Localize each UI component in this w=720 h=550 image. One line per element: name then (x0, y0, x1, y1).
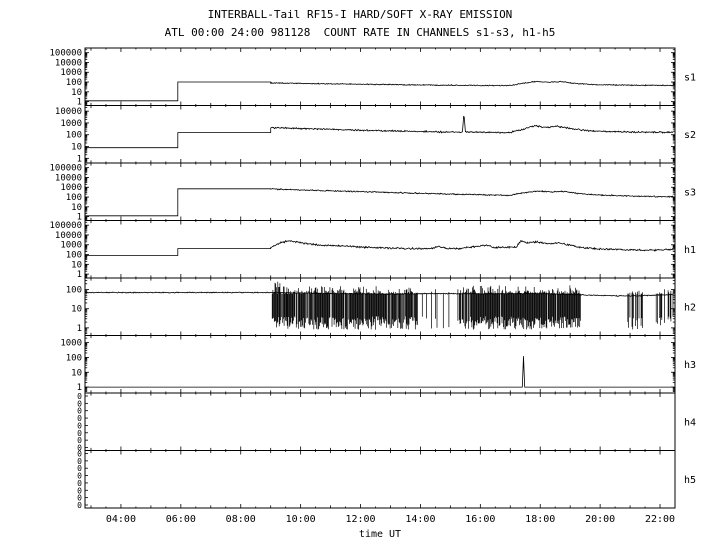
y-tick-label: 10 (71, 203, 82, 213)
y-tick-label: 100 (66, 251, 82, 261)
panel-label-h3: h3 (684, 360, 696, 371)
panel-h3: 1 10 100 1000 h3 (60, 335, 696, 394)
trace-s3 (85, 188, 674, 217)
panel-frame-s2 (84, 105, 676, 164)
y-tick-label: 1 (77, 383, 82, 393)
x-tick-label: 06:00 (166, 514, 196, 525)
y-tick-label: 100000 (49, 49, 82, 59)
panel-label-s3: s3 (684, 187, 696, 198)
panel-label-h4: h4 (684, 417, 696, 428)
trace-s1 (85, 80, 674, 102)
panel-frame-h4 (84, 392, 676, 451)
y-tick-label: 0 (77, 414, 82, 423)
x-tick-label: 16:00 (465, 514, 495, 525)
trace-s2 (85, 115, 674, 149)
panel-label-s1: s1 (684, 72, 696, 83)
y-tick-label: 0 (77, 392, 82, 401)
panel-frame-h1 (84, 220, 676, 279)
x-tick-label: 10:00 (286, 514, 316, 525)
y-tick-label: 0 (77, 464, 82, 473)
y-tick-label: 0 (77, 457, 82, 466)
panel-frame-h5 (84, 450, 676, 509)
y-tick-label: 0 (77, 501, 82, 510)
x-tick-label: 12:00 (345, 514, 375, 525)
x-tick-label: 08:00 (226, 514, 256, 525)
y-tick-label: 1000 (60, 241, 82, 251)
y-tick-label: 10 (71, 143, 82, 153)
y-tick-label: 0 (77, 407, 82, 416)
y-tick-label: 1 (77, 213, 82, 223)
x-tick-label: 22:00 (645, 514, 675, 525)
y-tick-label: 0 (77, 429, 82, 438)
x-tick-label: 18:00 (525, 514, 555, 525)
y-tick-label: 10 (71, 260, 82, 270)
y-tick-label: 1000 (60, 68, 82, 78)
y-tick-label: 1 (77, 98, 82, 108)
y-tick-label: 10 (71, 305, 82, 315)
y-tick-label: 0 (77, 494, 82, 503)
plot-svg: 110100100010000100000s1110100100010000s2… (49, 47, 696, 540)
panel-h2: 1 10 100 h2 (66, 277, 696, 336)
y-tick-label: 1000 (60, 183, 82, 193)
chart-subtitle: ATL 00:00 24:00 981128 COUNT RATE IN CHA… (164, 26, 556, 39)
panel-label-h5: h5 (684, 475, 696, 486)
y-tick-label: 10000 (55, 173, 82, 183)
y-tick-label: 1 (77, 324, 82, 334)
panel-label-s2: s2 (684, 130, 696, 141)
y-tick-label: 1 (77, 270, 82, 280)
y-tick-label: 0 (77, 399, 82, 408)
y-tick-label: 100000 (49, 164, 82, 174)
panel-s2: 110 100 1000 10000 s2 (55, 105, 696, 164)
y-tick-label: 10000 (55, 58, 82, 68)
y-tick-label: 100 (66, 286, 82, 296)
y-tick-label: 10000 (55, 107, 82, 117)
trace-h3 (85, 356, 674, 388)
y-tick-label: 0 (77, 472, 82, 481)
y-tick-label: 1000 (60, 339, 82, 349)
panel-label-h2: h2 (684, 302, 696, 313)
y-tick-label: 10000 (55, 231, 82, 241)
x-tick-label: 20:00 (585, 514, 615, 525)
y-tick-label: 0 (77, 486, 82, 495)
panel-label-h1: h1 (684, 245, 696, 256)
y-tick-label: 100000 (49, 221, 82, 231)
y-tick-label: 100 (66, 353, 82, 363)
y-tick-label: 10 (71, 368, 82, 378)
y-tick-label: 100 (66, 78, 82, 88)
trace-h1 (85, 239, 674, 256)
y-tick-label: 0 (77, 436, 82, 445)
x-axis-title: time UT (359, 529, 401, 540)
panel-frame-s1 (84, 47, 676, 106)
y-tick-label: 100 (66, 193, 82, 203)
y-tick-label: 0 (77, 444, 82, 453)
chart-title: INTERBALL-Tail RF15-I HARD/SOFT X-RAY EM… (207, 8, 513, 21)
y-tick-label: 0 (77, 450, 82, 459)
x-tick-label: 04:00 (106, 514, 136, 525)
y-tick-label: 10 (71, 88, 82, 98)
y-tick-label: 100 (66, 131, 82, 141)
x-tick-label: 14:00 (405, 514, 435, 525)
y-tick-label: 1000 (60, 119, 82, 129)
y-tick-label: 1 (77, 154, 82, 164)
y-tick-label: 0 (77, 421, 82, 430)
panel-frame-h3 (84, 335, 676, 394)
y-tick-label: 0 (77, 479, 82, 488)
